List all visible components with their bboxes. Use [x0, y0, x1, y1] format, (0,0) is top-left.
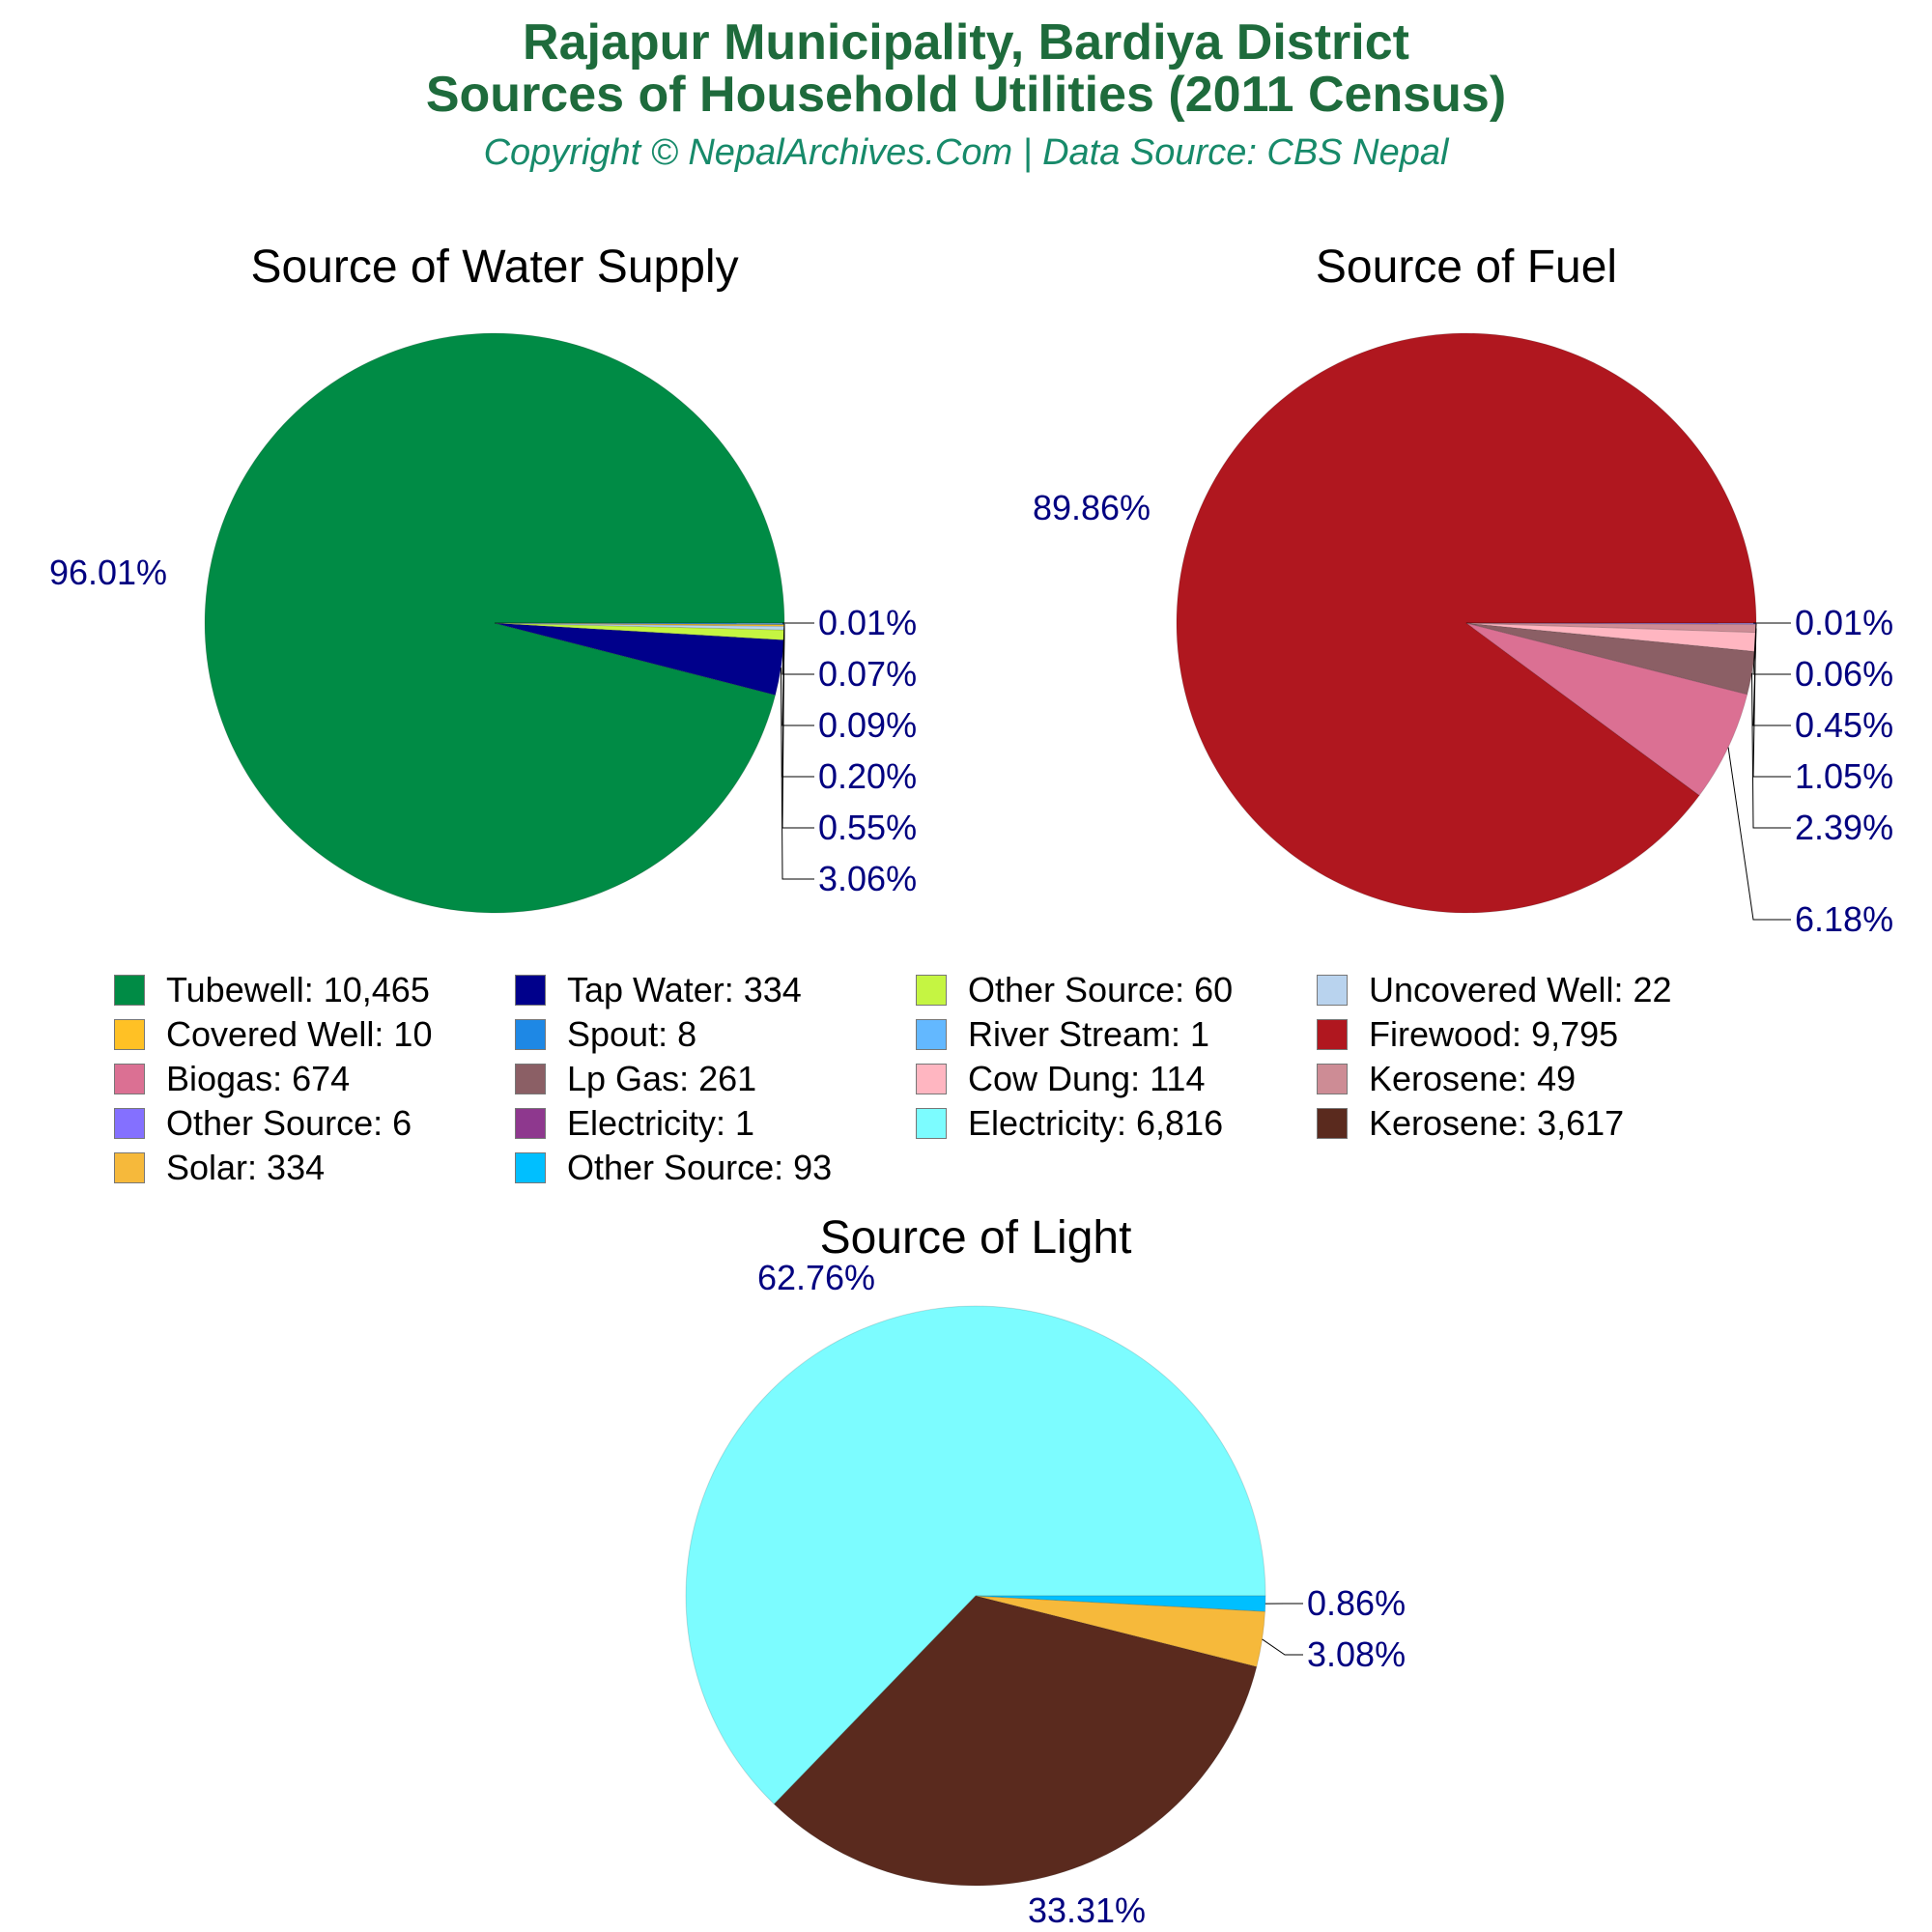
callout-line	[781, 623, 814, 675]
legend-label: Other Source: 93	[567, 1148, 833, 1187]
legend-item: Biogas: 674	[114, 1058, 350, 1100]
legend-label: Other Source: 60	[968, 970, 1234, 1009]
chart-subtitle: Copyright © NepalArchives.Com | Data Sou…	[483, 132, 1449, 173]
legend-item: Tubewell: 10,465	[114, 969, 430, 1011]
legend-label: Cow Dung: 114	[968, 1059, 1206, 1098]
legend-label: Firewood: 9,795	[1369, 1014, 1619, 1054]
legend-label: Tap Water: 334	[567, 970, 802, 1009]
callout-line	[781, 625, 814, 726]
legend-label: Solar: 334	[166, 1148, 326, 1187]
callout-line	[1751, 672, 1791, 829]
data-label: 89.86%	[1033, 488, 1151, 527]
legend-item: Covered Well: 10	[114, 1013, 432, 1056]
pie-slice-tubewell	[204, 332, 785, 914]
legend-swatch	[1317, 1108, 1348, 1139]
legend-label: Covered Well: 10	[166, 1014, 433, 1054]
legend-item: Other Source: 60	[916, 969, 1233, 1011]
legend-label: Kerosene: 3,617	[1369, 1103, 1625, 1143]
legend-label: Kerosene: 49	[1369, 1059, 1577, 1098]
data-label: 0.06%	[1795, 654, 1893, 694]
legend-label: Other Source: 6	[166, 1103, 412, 1143]
legend-item: Electricity: 1	[515, 1102, 754, 1145]
pie-title: Source of Light	[820, 1212, 1132, 1264]
legend-swatch	[1317, 1064, 1348, 1094]
data-label: 0.20%	[818, 756, 917, 796]
pie-slice-solar	[975, 1595, 1266, 1667]
data-label: 33.31%	[1028, 1890, 1146, 1930]
chart-title-line1: Rajapur Municipality, Bardiya District	[523, 14, 1409, 71]
legend-item: Uncovered Well: 22	[1317, 969, 1672, 1011]
data-label: 0.07%	[818, 654, 917, 694]
legend-label: Uncovered Well: 22	[1369, 970, 1672, 1009]
callout-line	[1752, 641, 1791, 778]
legend-item: Tap Water: 334	[515, 969, 802, 1011]
legend-swatch	[916, 975, 947, 1006]
legend-swatch	[114, 1152, 145, 1183]
data-label: 6.18%	[1795, 899, 1893, 939]
pie-slice-kerosene	[773, 1595, 1258, 1887]
data-label: 3.06%	[818, 859, 917, 898]
callout-line	[781, 635, 814, 829]
pie-slice-biogas	[1465, 622, 1748, 797]
data-label: 0.45%	[1795, 705, 1893, 745]
legend-item: Solar: 334	[114, 1147, 325, 1189]
callout-line	[1752, 628, 1791, 726]
pie-title: Source of Water Supply	[250, 242, 738, 293]
legend-swatch	[114, 1064, 145, 1094]
data-label: 0.01%	[1795, 603, 1893, 642]
callout-line	[1752, 623, 1791, 675]
callout-line	[1727, 747, 1791, 921]
legend-label: Biogas: 674	[166, 1059, 351, 1098]
pie-slice-firewood	[1176, 332, 1757, 914]
legend-item: Kerosene: 49	[1317, 1058, 1576, 1100]
legend-item: Electricity: 6,816	[916, 1102, 1223, 1145]
legend-item: Spout: 8	[515, 1013, 696, 1056]
chart-title-line2: Sources of Household Utilities (2011 Cen…	[425, 67, 1507, 123]
legend-item: River Stream: 1	[916, 1013, 1209, 1056]
legend-item: Other Source: 6	[114, 1102, 412, 1145]
legend-label: River Stream: 1	[968, 1014, 1210, 1054]
legend-item: Cow Dung: 114	[916, 1058, 1205, 1100]
legend-label: Electricity: 1	[567, 1103, 755, 1143]
callout-line	[780, 668, 814, 880]
legend-item: Kerosene: 3,617	[1317, 1102, 1624, 1145]
legend-swatch	[916, 1019, 947, 1050]
legend-swatch	[515, 1019, 546, 1050]
data-label: 0.55%	[818, 808, 917, 847]
legend-swatch	[515, 975, 546, 1006]
legend-swatch	[1317, 1019, 1348, 1050]
legend-swatch	[916, 1064, 947, 1094]
data-label: 96.01%	[49, 553, 167, 592]
legend-swatch	[114, 975, 145, 1006]
pie-chart-source-of-fuel: Source of Fuel 89.86% 0.01% 0.06% 0.45% 1.05%…	[1033, 242, 1893, 939]
pie-title: Source of Fuel	[1316, 242, 1617, 293]
legend-swatch	[114, 1108, 145, 1139]
legend-swatch	[515, 1064, 546, 1094]
data-label: 3.08%	[1307, 1634, 1406, 1674]
legend-swatch	[515, 1152, 546, 1183]
data-label: 2.39%	[1795, 808, 1893, 847]
pie-slice-electricity	[685, 1305, 1266, 1805]
data-label: 1.05%	[1795, 756, 1893, 796]
pie-chart-source-of-water-supply: Source of Water Supply 96.01% 0.01% 0.07% 0.…	[49, 242, 917, 914]
legend-item: Other Source: 93	[515, 1147, 832, 1189]
data-label: 0.86%	[1307, 1583, 1406, 1623]
legend-swatch	[916, 1108, 947, 1139]
legend-swatch	[1317, 975, 1348, 1006]
legend-label: Lp Gas: 261	[567, 1059, 757, 1098]
legend-label: Electricity: 6,816	[968, 1103, 1224, 1143]
legend-swatch	[515, 1108, 546, 1139]
legend-label: Tubewell: 10,465	[166, 970, 430, 1009]
legend-item: Lp Gas: 261	[515, 1058, 756, 1100]
data-label: 62.76%	[757, 1258, 875, 1297]
legend-item: Firewood: 9,795	[1317, 1013, 1618, 1056]
callout-line	[781, 628, 814, 778]
data-label: 0.01%	[818, 603, 917, 642]
callout-line	[1262, 1638, 1303, 1656]
legend-label: Spout: 8	[567, 1014, 697, 1054]
data-label: 0.09%	[818, 705, 917, 745]
legend-swatch	[114, 1019, 145, 1050]
